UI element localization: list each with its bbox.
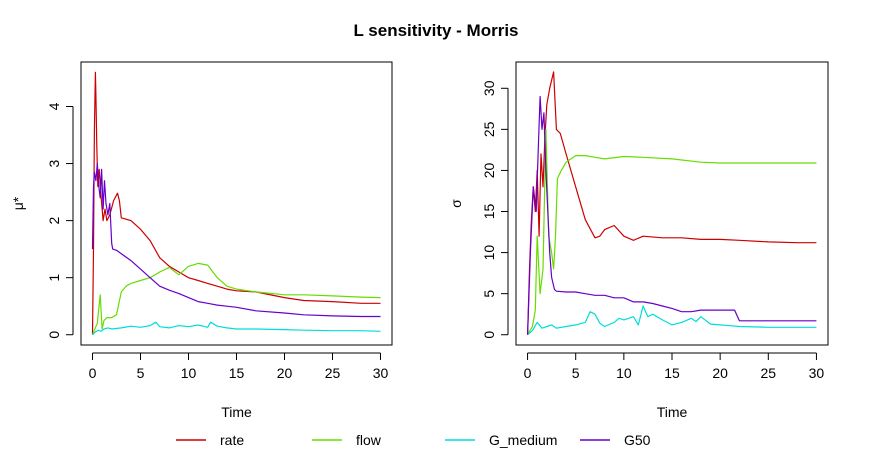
x-tick-label: 10 xyxy=(616,365,632,381)
plot-frame xyxy=(80,61,393,346)
y-axis-label: σ xyxy=(448,199,464,208)
x-tick-label: 5 xyxy=(572,365,580,381)
y-axis-label: μ* xyxy=(10,196,26,210)
chart-panels: 0 5 10 15 20 25 30 0 1 2 3 4 Time μ* 0 5 10 15 20 25 30 0 5 10 1… xyxy=(10,61,829,420)
legend-item-g-medium: G_medium xyxy=(445,432,557,448)
series-line-g-medium xyxy=(92,321,381,336)
y-tick-label: 1 xyxy=(46,274,62,282)
legend-label: flow xyxy=(356,432,382,448)
series-line-g50 xyxy=(91,163,381,318)
legend-label: G_medium xyxy=(489,432,557,448)
panel-2: 0 5 10 15 20 25 30 0 5 10 15 20 25 30 Time σ xyxy=(448,61,829,420)
chart-title: L sensitivity - Morris xyxy=(353,21,518,40)
x-tick-label: 25 xyxy=(325,365,341,381)
plot-frame xyxy=(515,61,829,346)
series-line-g-medium xyxy=(527,305,817,336)
y-tick-label: 15 xyxy=(481,204,497,220)
x-tick-label: 25 xyxy=(761,365,777,381)
panel-1: 0 5 10 15 20 25 30 0 1 2 3 4 Time μ* xyxy=(10,61,393,420)
x-tick-label: 0 xyxy=(524,365,532,381)
x-tick-label: 5 xyxy=(137,365,145,381)
x-tick-label: 10 xyxy=(181,365,197,381)
x-tick-label: 30 xyxy=(373,365,389,381)
x-tick-label: 15 xyxy=(664,365,680,381)
y-tick-label: 10 xyxy=(481,245,497,261)
y-tick-label: 20 xyxy=(481,162,497,178)
x-tick-label: 20 xyxy=(712,365,728,381)
legend-item-g50: G50 xyxy=(580,432,651,448)
series-line-flow xyxy=(91,262,381,335)
series-line-g50 xyxy=(527,95,817,335)
y-tick-label: 0 xyxy=(46,331,62,339)
series-line-flow xyxy=(527,128,817,336)
y-tick-label: 3 xyxy=(46,159,62,167)
x-axis-label: Time xyxy=(221,404,252,420)
y-tick-label: 2 xyxy=(46,217,62,225)
series-line-rate xyxy=(527,71,817,335)
series-line-rate xyxy=(91,71,381,335)
y-tick-label: 0 xyxy=(481,331,497,339)
y-tick-label: 30 xyxy=(481,80,497,96)
y-tick-label: 25 xyxy=(481,121,497,137)
legend-item-flow: flow xyxy=(312,432,382,448)
legend-label: rate xyxy=(220,432,244,448)
legend-label: G50 xyxy=(624,432,651,448)
x-axis-label: Time xyxy=(657,404,688,420)
y-tick-label: 5 xyxy=(481,290,497,298)
legend: rate flow G_medium G50 xyxy=(176,432,651,448)
legend-item-rate: rate xyxy=(176,432,244,448)
x-tick-label: 30 xyxy=(809,365,825,381)
x-tick-label: 20 xyxy=(277,365,293,381)
y-tick-label: 4 xyxy=(46,102,62,110)
x-tick-label: 0 xyxy=(89,365,97,381)
x-tick-label: 15 xyxy=(229,365,245,381)
